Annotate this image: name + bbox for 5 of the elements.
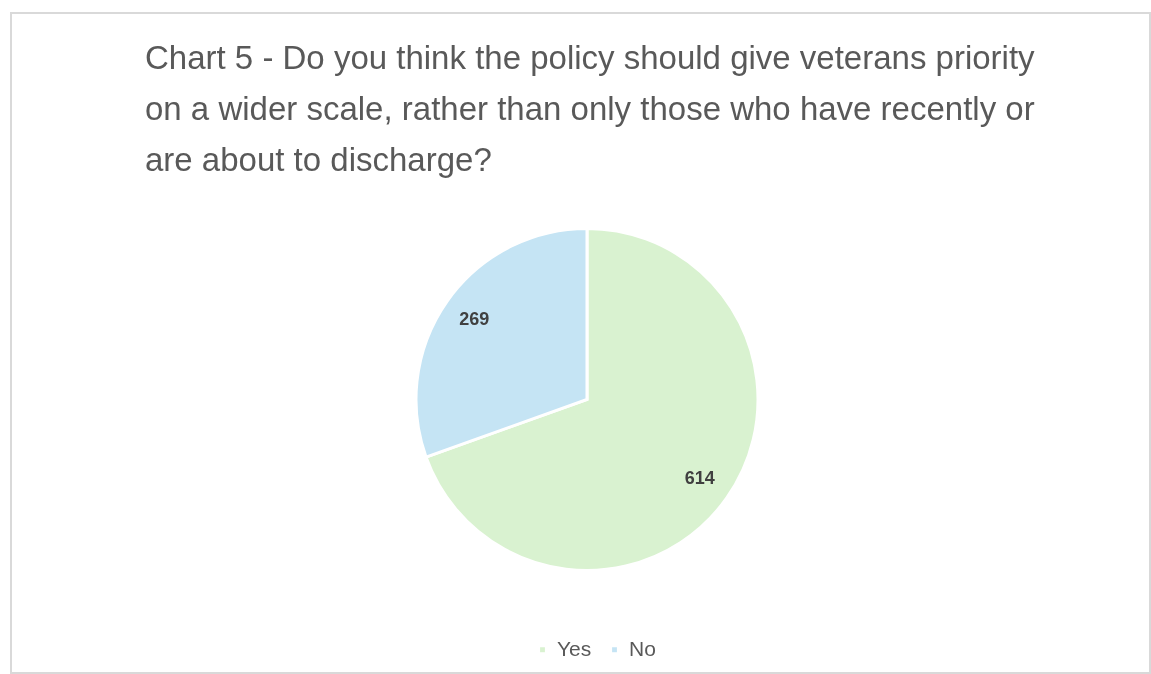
- chart-title: Chart 5 - Do you think the policy should give veterans priority on a wider scale, rather than only those who have recently or are about to discharge?: [145, 38, 1035, 180]
- data-label: 614: [684, 467, 715, 488]
- data-label: 269: [459, 309, 490, 330]
- legend-label: No: [629, 636, 656, 660]
- legend-label: Yes: [557, 636, 592, 660]
